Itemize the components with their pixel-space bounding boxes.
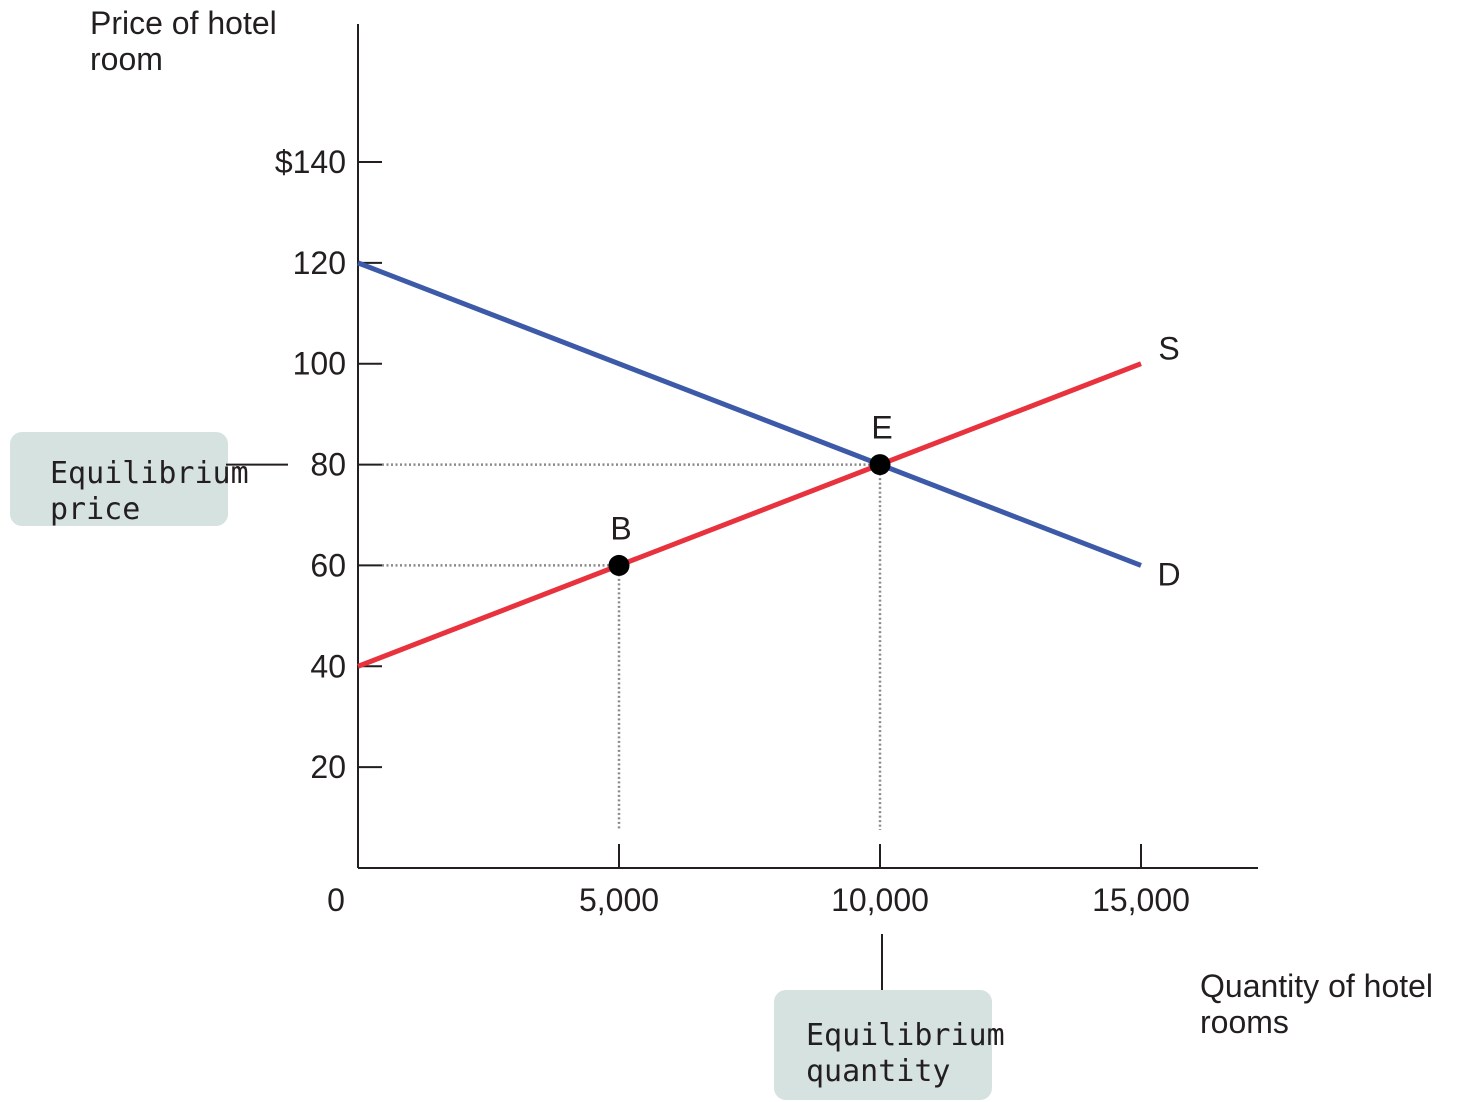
equilibrium-price-line-1: Equilibrium xyxy=(50,456,249,491)
y-axis-title-line-1: Price of hotel xyxy=(90,5,277,41)
y-tick-label-80: 80 xyxy=(310,447,346,483)
equilibrium-quantity-line-2: quantity xyxy=(806,1054,951,1089)
point-E xyxy=(869,454,891,476)
equilibrium-price-callout: Equilibrium price xyxy=(10,432,288,527)
equilibrium-price-text: Equilibrium price xyxy=(50,456,267,527)
equilibrium-quantity-box xyxy=(774,990,992,1100)
axis-ticks: 20 40 60 80 100 120 $140 0 5,000 10,000 15,000 xyxy=(275,144,1190,918)
curve-D xyxy=(357,260,1142,568)
y-tick-label-20: 20 xyxy=(310,749,346,785)
equilibrium-quantity-text: Equilibrium quantity xyxy=(806,1018,1023,1089)
y-tick-label-60: 60 xyxy=(310,547,346,583)
curve-S xyxy=(357,361,1142,669)
y-tick-label-100: 100 xyxy=(293,346,346,382)
x-tick-label-0: 0 xyxy=(327,882,345,918)
y-axis-title-line-2: room xyxy=(90,41,163,77)
point-label-E: E xyxy=(871,410,892,446)
equilibrium-quantity-callout: Equilibrium quantity xyxy=(774,934,1023,1100)
x-tick-label-15000: 15,000 xyxy=(1092,882,1190,918)
x-tick-label-5000: 5,000 xyxy=(579,882,659,918)
point-label-B: B xyxy=(610,510,631,546)
x-tick-label-10000: 10,000 xyxy=(831,882,929,918)
equilibrium-quantity-line-1: Equilibrium xyxy=(806,1018,1005,1053)
equilibrium-price-line-2: price xyxy=(50,492,140,527)
x-axis-title-line-1: Quantity of hotel xyxy=(1200,968,1433,1004)
dotted-guides xyxy=(382,463,882,830)
curves: DS xyxy=(357,260,1181,669)
y-axis-title: Price of hotel room xyxy=(90,5,286,77)
points: BE xyxy=(608,410,893,576)
x-axis-title-line-2: rooms xyxy=(1200,1004,1289,1040)
equilibrium-price-box xyxy=(10,432,228,526)
y-tick-label-120: 120 xyxy=(293,245,346,281)
curve-label-S: S xyxy=(1158,331,1179,367)
x-axis-title: Quantity of hotel rooms xyxy=(1200,968,1442,1040)
y-tick-label-140: $140 xyxy=(275,144,346,180)
y-tick-label-40: 40 xyxy=(310,648,346,684)
curve-label-D: D xyxy=(1157,556,1180,592)
point-B xyxy=(608,554,630,576)
